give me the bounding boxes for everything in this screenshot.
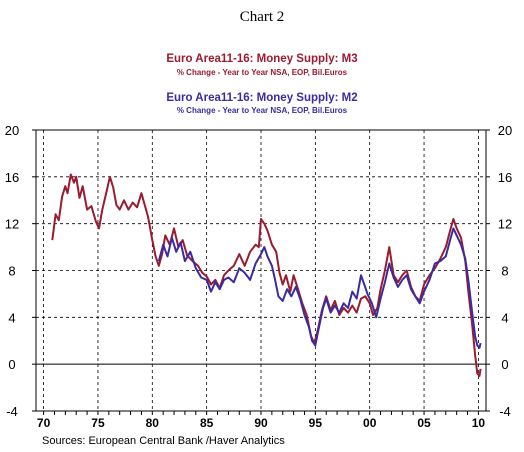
x-tick-label: 75: [91, 416, 105, 430]
x-axis: 70 75 80 85 90 95 00 05 10: [37, 411, 485, 430]
y-tick-label-right: 20: [498, 123, 512, 138]
source-note: Sources: European Central Bank /Haver An…: [42, 435, 285, 447]
y-axis: 20 20 16 16 12 12 8 8 4 4 0 0 -4 -4: [5, 123, 512, 419]
y-tick-label-left: -4: [6, 404, 18, 419]
y-tick-label-left: 20: [5, 123, 19, 138]
y-tick-label-right: 8: [501, 264, 508, 279]
y-tick-label-left: 8: [8, 264, 15, 279]
y-tick-label-right: 12: [498, 217, 512, 232]
legend-title-m3: Euro Area11-16: Money Supply: M3: [166, 53, 357, 65]
series-line-m2: [157, 227, 482, 349]
y-tick-label-left: 4: [8, 310, 15, 325]
x-tick-label: 90: [254, 416, 268, 430]
y-tick-label-left: 12: [5, 217, 19, 232]
chart-title: Chart 2: [240, 9, 285, 25]
x-tick-label: 70: [37, 416, 51, 430]
series-group: [51, 173, 482, 377]
x-tick-label: 80: [146, 416, 160, 430]
x-tick-label: 95: [309, 416, 323, 430]
y-tick-label-right: 4: [501, 310, 508, 325]
x-tick-label: 85: [200, 416, 214, 430]
legend-subtitle-m2: % Change - Year to Year NSA, EOP, Bil.Eu…: [177, 106, 348, 115]
legend-title-m2: Euro Area11-16: Money Supply: M2: [166, 92, 357, 104]
x-tick-label: 10: [472, 416, 486, 430]
legend-subtitle-m3: % Change - Year to Year NSA, EOP, Bil.Eu…: [177, 68, 348, 77]
y-tick-label-right: 0: [501, 357, 508, 372]
x-tick-label: 00: [363, 416, 377, 430]
y-tick-label-right: 16: [498, 170, 512, 185]
grid: [36, 130, 486, 411]
y-tick-label-left: 16: [5, 170, 19, 185]
y-tick-label-right: -4: [499, 404, 511, 419]
x-tick-label: 05: [417, 416, 431, 430]
y-tick-label-left: 0: [8, 357, 15, 372]
